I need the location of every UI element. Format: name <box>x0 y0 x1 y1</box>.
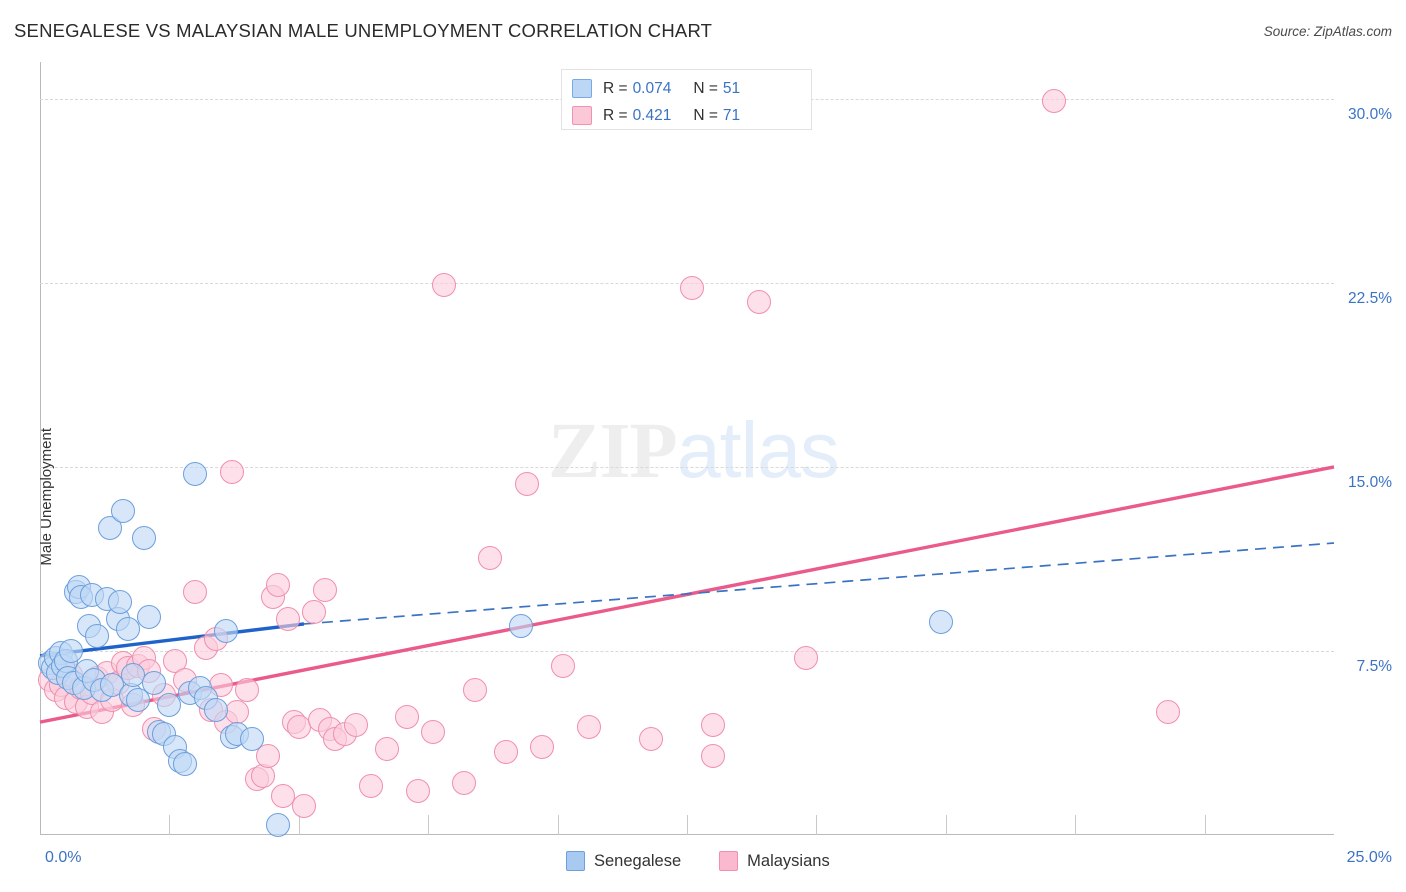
y-axis-tick-label: 22.5% <box>1348 289 1392 307</box>
x-axis-tick <box>945 815 947 835</box>
r-value-senegalese: 0.074 <box>632 79 672 97</box>
data-point-malaysians[interactable] <box>421 719 446 744</box>
trend-line-senegalese <box>39 622 305 658</box>
data-point-malaysians[interactable] <box>1156 700 1181 725</box>
data-point-malaysians[interactable] <box>183 580 208 605</box>
data-point-senegalese[interactable] <box>108 589 133 614</box>
data-point-senegalese[interactable] <box>141 670 166 695</box>
stats-row-malaysians: R = 0.421 N = 71 <box>572 102 801 129</box>
x-axis-min-label: 0.0% <box>45 849 82 866</box>
x-axis-tick <box>1075 815 1077 835</box>
x-axis-tick <box>557 815 559 835</box>
legend-item-malaysians[interactable]: Malaysians <box>719 851 830 871</box>
data-point-malaysians[interactable] <box>478 545 503 570</box>
correlation-stats-box: R = 0.074 N = 51 R = 0.421 N = 71 <box>561 69 812 130</box>
x-axis-tick <box>298 815 300 835</box>
n-value-senegalese: 51 <box>722 79 741 97</box>
data-point-malaysians[interactable] <box>747 290 772 315</box>
gridline <box>40 466 1334 468</box>
source-attribution: Source: ZipAtlas.com <box>1263 24 1392 39</box>
legend-label-senegalese: Senegalese <box>594 851 682 870</box>
data-point-senegalese[interactable] <box>928 609 953 634</box>
data-point-malaysians[interactable] <box>700 712 725 737</box>
data-point-senegalese[interactable] <box>172 751 197 776</box>
data-point-malaysians[interactable] <box>224 700 249 725</box>
data-point-malaysians[interactable] <box>219 459 244 484</box>
data-point-malaysians[interactable] <box>374 737 399 762</box>
r-value-malaysians: 0.421 <box>632 106 672 124</box>
legend-item-senegalese[interactable]: Senegalese <box>566 851 681 871</box>
data-point-senegalese[interactable] <box>59 638 84 663</box>
plot-area: Male Unemployment <box>38 62 1335 838</box>
data-point-malaysians[interactable] <box>250 764 275 789</box>
data-point-malaysians[interactable] <box>680 275 705 300</box>
x-axis-max-label: 25.0% <box>1346 849 1392 866</box>
data-point-senegalese[interactable] <box>509 614 534 639</box>
y-axis-title: Male Unemployment <box>38 428 55 566</box>
data-point-senegalese[interactable] <box>183 462 208 487</box>
r-label-senegalese: R = <box>603 79 628 97</box>
n-value-malaysians: 71 <box>722 106 741 124</box>
data-point-senegalese[interactable] <box>203 697 228 722</box>
data-point-senegalese[interactable] <box>157 692 182 717</box>
data-point-malaysians[interactable] <box>462 678 487 703</box>
data-point-malaysians[interactable] <box>302 599 327 624</box>
y-axis-tick-label: 7.5% <box>1356 657 1392 675</box>
y-axis-tick-label: 30.0% <box>1348 105 1392 123</box>
legend-label-malaysians: Malaysians <box>747 851 830 870</box>
data-point-malaysians[interactable] <box>452 771 477 796</box>
x-axis-tick <box>816 815 818 835</box>
data-point-senegalese[interactable] <box>240 727 265 752</box>
x-axis-tick <box>169 815 171 835</box>
stats-row-senegalese: R = 0.074 N = 51 <box>572 75 801 102</box>
data-point-senegalese[interactable] <box>136 604 161 629</box>
x-axis-tick <box>428 815 430 835</box>
data-point-senegalese[interactable] <box>131 526 156 551</box>
data-point-malaysians[interactable] <box>493 739 518 764</box>
data-point-senegalese[interactable] <box>84 624 109 649</box>
data-point-malaysians[interactable] <box>343 712 368 737</box>
n-label-senegalese: N = <box>693 79 718 97</box>
data-point-senegalese[interactable] <box>214 619 239 644</box>
data-point-malaysians[interactable] <box>266 572 291 597</box>
legend-swatch-senegalese-icon <box>566 851 585 871</box>
data-point-malaysians[interactable] <box>1042 89 1067 114</box>
swatch-malaysians-icon <box>572 106 592 125</box>
data-point-malaysians[interactable] <box>235 678 260 703</box>
legend-swatch-malaysians-icon <box>719 851 739 871</box>
trend-lines <box>39 465 1335 724</box>
data-point-malaysians[interactable] <box>576 715 601 740</box>
data-point-malaysians[interactable] <box>271 783 296 808</box>
data-point-malaysians[interactable] <box>255 744 280 769</box>
data-point-senegalese[interactable] <box>266 813 291 838</box>
r-label-malaysians: R = <box>603 106 628 124</box>
data-point-malaysians[interactable] <box>514 472 539 497</box>
data-point-malaysians[interactable] <box>291 793 316 818</box>
x-axis-tick <box>1204 815 1206 835</box>
n-label-malaysians: N = <box>693 106 718 124</box>
x-axis-tick <box>687 815 688 835</box>
data-point-malaysians[interactable] <box>638 727 663 752</box>
data-point-malaysians[interactable] <box>530 734 555 759</box>
page-title: SENEGALESE VS MALAYSIAN MALE UNEMPLOYMEN… <box>14 20 713 41</box>
data-point-malaysians[interactable] <box>431 273 456 298</box>
data-point-senegalese[interactable] <box>115 616 140 641</box>
data-point-malaysians[interactable] <box>550 653 575 678</box>
series-legend: Senegalese Malaysians <box>566 851 868 871</box>
data-point-senegalese[interactable] <box>110 499 135 524</box>
swatch-senegalese-icon <box>572 79 592 98</box>
y-axis-tick-label: 15.0% <box>1348 473 1392 491</box>
y-axis-line <box>40 62 41 835</box>
data-point-malaysians[interactable] <box>286 715 311 740</box>
gridline <box>40 650 1334 652</box>
data-point-malaysians[interactable] <box>395 705 420 730</box>
data-point-malaysians[interactable] <box>312 577 337 602</box>
data-point-malaysians[interactable] <box>794 646 819 671</box>
data-point-malaysians[interactable] <box>276 607 301 632</box>
data-point-malaysians[interactable] <box>700 744 725 769</box>
trend-line-senegalese-dashed <box>303 542 1335 625</box>
data-point-malaysians[interactable] <box>359 773 384 798</box>
data-point-malaysians[interactable] <box>405 778 430 803</box>
